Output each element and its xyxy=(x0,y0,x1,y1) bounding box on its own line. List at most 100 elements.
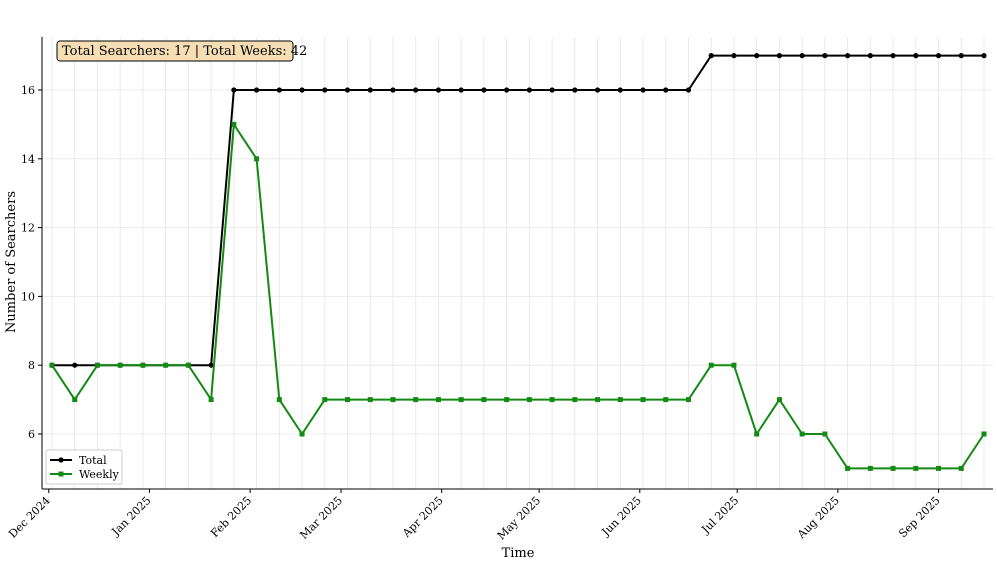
data-point-total xyxy=(253,87,260,93)
x-tick-label: Jan 2025 xyxy=(109,494,154,539)
data-point-weekly xyxy=(413,397,419,403)
data-point-weekly xyxy=(163,362,169,368)
series-line-total xyxy=(52,54,984,367)
data-point-total xyxy=(231,87,237,93)
series-total xyxy=(49,53,987,368)
data-point-total xyxy=(754,53,760,59)
data-point-weekly xyxy=(958,465,964,471)
data-point-total xyxy=(572,87,578,93)
data-point-total xyxy=(913,53,919,59)
legend-total-label: Total xyxy=(79,454,107,467)
data-point-weekly xyxy=(799,431,805,437)
y-tick-label: 10 xyxy=(21,290,35,303)
series-line-weekly xyxy=(51,123,985,470)
data-point-total xyxy=(458,87,464,93)
data-point-total xyxy=(549,87,555,93)
data-point-total xyxy=(731,53,737,59)
data-point-total xyxy=(708,53,714,59)
data-point-weekly xyxy=(822,431,828,437)
y-tick-label: 8 xyxy=(28,359,35,372)
data-point-weekly xyxy=(208,397,214,403)
data-point-total xyxy=(617,87,623,93)
y-tick-label: 14 xyxy=(21,153,35,166)
x-tick-label: Apr 2025 xyxy=(399,494,445,540)
data-point-weekly xyxy=(754,431,760,437)
data-point-weekly xyxy=(640,397,646,403)
data-point-weekly xyxy=(367,397,373,403)
data-point-total xyxy=(776,53,783,59)
data-point-total xyxy=(299,87,305,93)
data-point-total xyxy=(799,53,805,59)
y-tick-label: 16 xyxy=(21,84,35,97)
data-point-total xyxy=(640,87,646,93)
data-point-weekly xyxy=(663,397,669,403)
data-point-weekly xyxy=(845,465,851,471)
x-tick-label: Sep 2025 xyxy=(896,494,942,540)
data-point-total xyxy=(390,87,396,93)
legend-weekly-marker xyxy=(58,471,64,477)
data-point-weekly xyxy=(481,397,487,403)
data-point-total xyxy=(322,87,328,93)
data-point-total xyxy=(981,53,987,59)
data-point-total xyxy=(958,53,964,59)
x-tick-label: Jun 2025 xyxy=(599,494,644,539)
data-point-total xyxy=(276,87,282,93)
x-axis-title: Time xyxy=(502,546,535,561)
data-point-total xyxy=(435,87,442,93)
data-point-total xyxy=(208,362,214,368)
data-point-weekly xyxy=(708,362,714,368)
x-tick-label: Dec 2024 xyxy=(6,494,53,541)
data-point-weekly xyxy=(435,397,441,403)
data-point-total xyxy=(935,53,942,59)
data-point-total xyxy=(504,87,510,93)
data-point-weekly xyxy=(617,397,623,403)
legend-weekly-label: Weekly xyxy=(79,468,120,481)
data-point-weekly xyxy=(72,397,78,403)
x-ticks: Dec 2024 Jan 2025 Feb 2025 Mar 2025 Apr 2025… xyxy=(6,489,943,542)
data-point-total xyxy=(663,87,669,93)
x-tick-label: May 2025 xyxy=(495,494,543,542)
data-point-weekly xyxy=(299,431,305,437)
data-point-weekly xyxy=(117,362,123,368)
annotation-text: Total Searchers: 17 | Total Weeks: 42 xyxy=(62,44,307,59)
data-point-weekly xyxy=(867,465,873,471)
legend: Total Weekly xyxy=(45,449,123,485)
data-point-weekly xyxy=(49,362,55,368)
data-point-weekly xyxy=(890,465,896,471)
data-point-weekly xyxy=(526,397,532,403)
data-point-weekly xyxy=(936,465,942,471)
data-point-weekly xyxy=(94,362,100,368)
data-point-total xyxy=(72,362,78,368)
data-point-total xyxy=(594,87,601,93)
data-point-total xyxy=(526,87,532,93)
data-point-weekly xyxy=(231,121,237,127)
data-point-total xyxy=(481,87,487,93)
y-axis-title: Number of Searchers xyxy=(4,191,19,333)
data-point-weekly xyxy=(776,397,782,403)
x-tick-label: Aug 2025 xyxy=(794,494,842,542)
data-point-weekly xyxy=(390,397,396,403)
data-point-total xyxy=(845,53,851,59)
data-point-weekly xyxy=(685,397,691,403)
y-ticks: 6 8 10 12 14 16 xyxy=(21,84,42,441)
data-point-weekly xyxy=(549,397,555,403)
x-tick-label: Jul 2025 xyxy=(699,494,742,537)
x-tick-label: Feb 2025 xyxy=(208,494,254,540)
data-point-weekly xyxy=(254,156,260,162)
data-point-weekly xyxy=(595,397,601,403)
data-point-total xyxy=(867,53,873,59)
data-point-total xyxy=(890,53,896,59)
y-tick-label: 6 xyxy=(28,428,35,441)
data-point-total xyxy=(344,87,351,93)
grid xyxy=(42,37,993,489)
data-point-weekly xyxy=(185,362,191,368)
data-point-weekly xyxy=(504,397,510,403)
data-point-total xyxy=(685,87,692,93)
data-point-weekly xyxy=(572,397,578,403)
data-point-weekly xyxy=(913,465,919,471)
data-point-weekly xyxy=(276,397,282,403)
x-tick-label: Mar 2025 xyxy=(297,494,345,542)
data-point-weekly xyxy=(140,362,146,368)
annotation-box: Total Searchers: 17 | Total Weeks: 42 xyxy=(56,40,307,62)
